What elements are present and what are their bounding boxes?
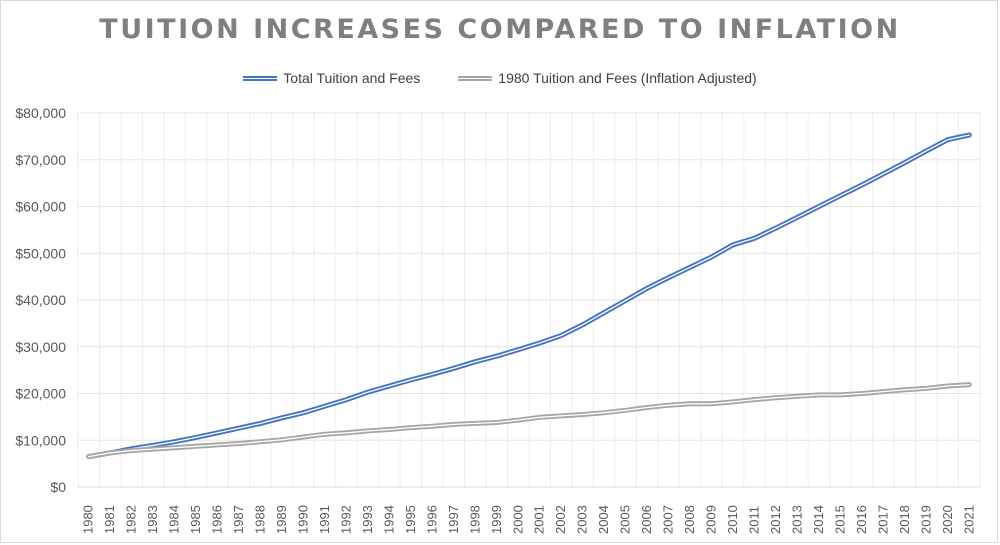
x-tick-label: 1988	[253, 505, 268, 534]
x-tick-label: 1989	[274, 505, 289, 534]
x-tick-label: 2016	[854, 505, 869, 534]
legend-item-total-tuition: Total Tuition and Fees	[243, 70, 420, 86]
y-tick-label: $80,000	[15, 105, 66, 121]
legend-swatch-gray	[458, 75, 493, 81]
legend-label-total-tuition: Total Tuition and Fees	[283, 70, 421, 86]
legend-label-inflation-adjusted: 1980 Tuition and Fees (Inflation Adjuste…	[498, 70, 757, 86]
y-tick-label: $30,000	[15, 339, 66, 355]
y-tick-label: $70,000	[15, 152, 66, 168]
y-tick-label: $40,000	[15, 292, 66, 308]
x-tick-label: 1986	[210, 505, 225, 534]
y-tick-label: $10,000	[15, 432, 66, 448]
x-tick-label: 1985	[188, 505, 203, 534]
x-tick-label: 1990	[296, 505, 311, 534]
x-tick-label: 1998	[467, 505, 482, 534]
series-line-core-inflation-adjusted	[88, 383, 970, 458]
x-tick-label: 1999	[489, 505, 504, 534]
x-tick-label: 2019	[918, 505, 933, 534]
x-tick-label: 1984	[167, 505, 182, 534]
x-tick-label: 2004	[596, 505, 611, 534]
x-tick-label: 2008	[682, 505, 697, 534]
y-tick-label: $60,000	[15, 199, 66, 215]
x-tick-label: 2003	[575, 505, 590, 534]
y-tick-label: $50,000	[15, 245, 66, 261]
chart-legend: Total Tuition and Fees 1980 Tuition and …	[0, 70, 1000, 86]
x-tick-label: 2021	[961, 505, 976, 534]
x-tick-label: 2002	[553, 505, 568, 534]
x-tick-label: 2012	[768, 505, 783, 534]
x-tick-label: 2000	[510, 505, 525, 534]
x-tick-label: 2015	[832, 505, 847, 534]
x-tick-label: 2006	[639, 505, 654, 534]
x-tick-label: 2018	[897, 505, 912, 534]
x-tick-label: 1992	[338, 505, 353, 534]
legend-swatch-blue	[243, 75, 278, 81]
y-tick-label: $20,000	[15, 386, 66, 402]
x-tick-label: 1994	[381, 505, 396, 534]
x-tick-label: 2017	[875, 505, 890, 534]
x-tick-label: 2013	[789, 505, 804, 534]
x-tick-label: 2014	[811, 505, 826, 534]
x-tick-label: 2020	[940, 505, 955, 534]
x-tick-label: 1997	[446, 505, 461, 534]
x-tick-label: 1991	[317, 505, 332, 534]
legend-item-inflation-adjusted: 1980 Tuition and Fees (Inflation Adjuste…	[458, 70, 757, 86]
x-tick-label: 1981	[102, 505, 117, 534]
x-tick-label: 2007	[661, 505, 676, 534]
x-tick-label: 1987	[231, 505, 246, 534]
x-tick-label: 1983	[145, 505, 160, 534]
x-tick-label: 1996	[424, 505, 439, 534]
x-tick-label: 2009	[704, 505, 719, 534]
series-line-core-total-tuition	[88, 134, 970, 458]
x-tick-label: 2001	[532, 505, 547, 534]
x-tick-label: 1980	[81, 505, 96, 534]
x-tick-label: 1982	[124, 505, 139, 534]
x-tick-label: 1993	[360, 505, 375, 534]
x-tick-label: 2011	[747, 506, 762, 534]
x-tick-label: 2010	[725, 505, 740, 534]
x-tick-label: 1995	[403, 505, 418, 534]
chart-title: TUITION INCREASES COMPARED TO INFLATION	[99, 14, 901, 45]
y-tick-label: $0	[50, 479, 66, 495]
x-tick-label: 2005	[618, 505, 633, 534]
